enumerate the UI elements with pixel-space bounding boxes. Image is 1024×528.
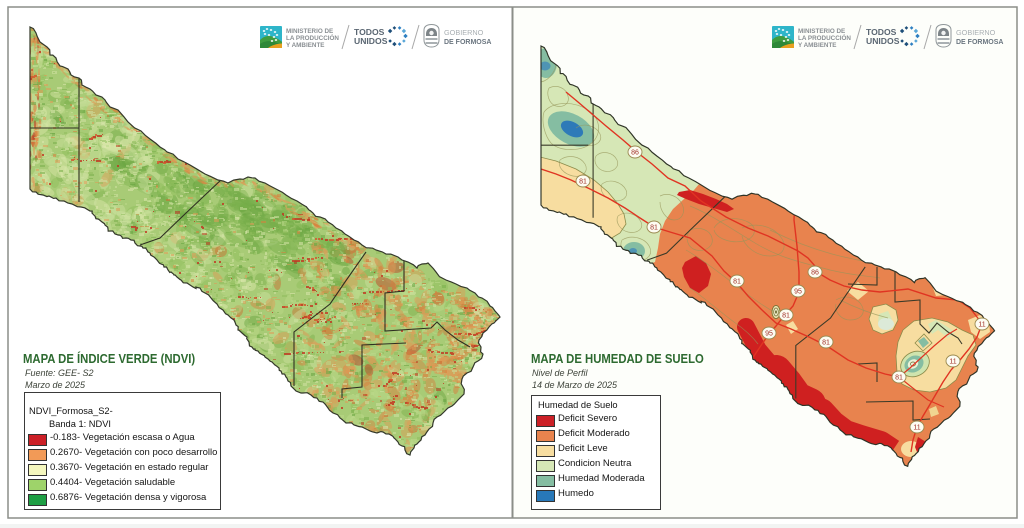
svg-text:MINISTERIO DE: MINISTERIO DE (286, 28, 333, 35)
svg-text:Y AMBIENTE: Y AMBIENTE (798, 42, 837, 49)
svg-text:DE FORMOSA: DE FORMOSA (956, 39, 1003, 46)
svg-text:UNIDOS: UNIDOS (354, 36, 388, 46)
svg-text:GOBIERNO: GOBIERNO (444, 28, 484, 37)
svg-text:81: 81 (822, 339, 830, 346)
svg-text:11: 11 (949, 358, 956, 365)
svg-text:Y AMBIENTE: Y AMBIENTE (286, 42, 325, 49)
svg-text:95: 95 (794, 288, 802, 295)
svg-text:LA PRODUCCIÓN: LA PRODUCCIÓN (798, 33, 851, 42)
svg-text:GOBIERNO: GOBIERNO (956, 28, 996, 37)
svg-text:UNIDOS: UNIDOS (866, 36, 900, 46)
svg-text:95: 95 (765, 330, 773, 337)
svg-text:MINISTERIO DE: MINISTERIO DE (798, 28, 845, 35)
svg-text:DE FORMOSA: DE FORMOSA (444, 39, 491, 46)
svg-text:81: 81 (733, 278, 741, 285)
svg-text:86: 86 (631, 149, 639, 156)
svg-text:81: 81 (895, 374, 903, 381)
svg-text:86: 86 (811, 269, 819, 276)
svg-text:11: 11 (913, 424, 920, 431)
svg-text:11: 11 (978, 321, 985, 328)
svg-text:LA PRODUCCIÓN: LA PRODUCCIÓN (286, 33, 339, 42)
svg-text:81: 81 (650, 224, 658, 231)
svg-text:TODOS: TODOS (354, 27, 385, 37)
svg-text:TODOS: TODOS (866, 27, 897, 37)
svg-text:81: 81 (579, 178, 587, 185)
svg-text:81: 81 (782, 312, 790, 319)
